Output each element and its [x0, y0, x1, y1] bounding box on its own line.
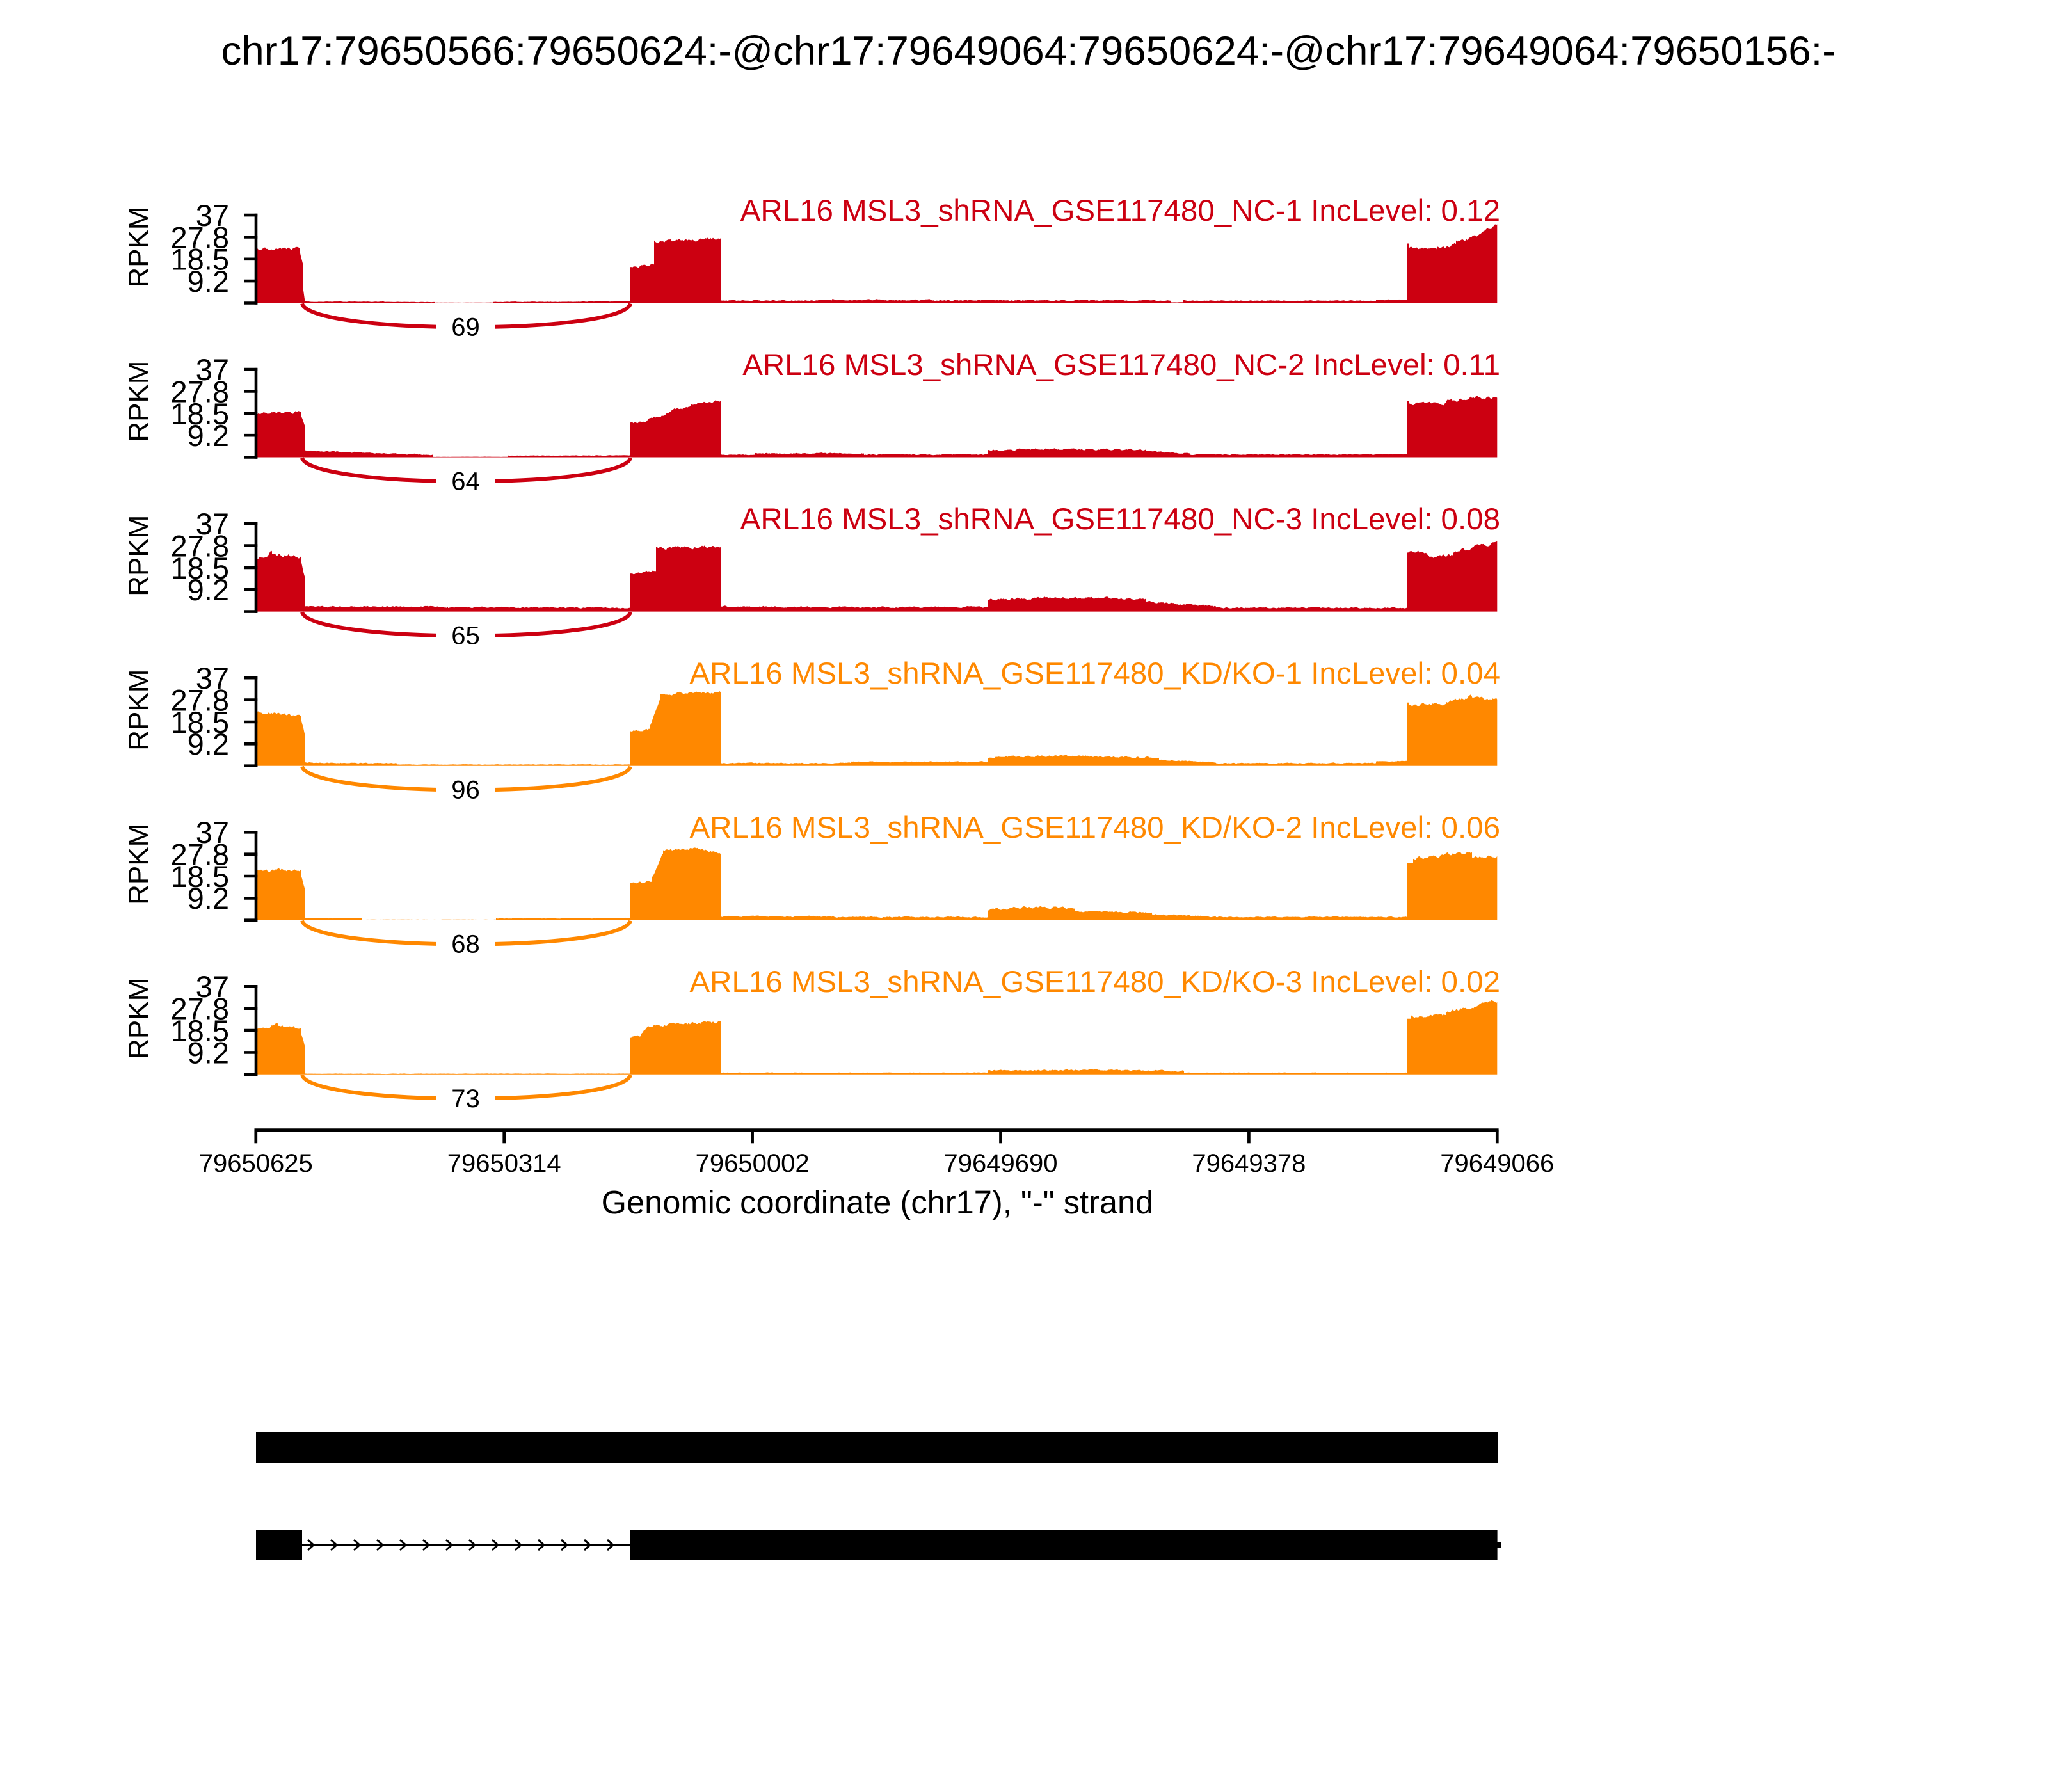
svg-text:18.5: 18.5 [171, 1014, 229, 1048]
svg-text:69: 69 [451, 314, 480, 342]
svg-text:ARL16 MSL3_shRNA_GSE117480_KD/: ARL16 MSL3_shRNA_GSE117480_KD/KO-1 IncLe… [689, 657, 1500, 691]
svg-text:Genomic coordinate (chr17), "-: Genomic coordinate (chr17), "-" strand [602, 1184, 1154, 1220]
svg-text:65: 65 [451, 622, 480, 650]
svg-text:73: 73 [451, 1085, 480, 1113]
svg-text:27.8: 27.8 [171, 374, 229, 408]
svg-text:chr17:79650566:79650624:-@chr1: chr17:79650566:79650624:-@chr17:79649064… [221, 29, 1836, 74]
svg-text:37: 37 [196, 661, 229, 695]
svg-text:79650314: 79650314 [447, 1149, 561, 1178]
svg-text:27.8: 27.8 [171, 529, 229, 563]
svg-text:RPKM: RPKM [123, 515, 154, 596]
svg-text:RPKM: RPKM [123, 207, 154, 288]
svg-text:79649066: 79649066 [1440, 1149, 1554, 1178]
svg-text:9.2: 9.2 [188, 727, 229, 761]
svg-text:37: 37 [196, 815, 229, 849]
svg-text:37: 37 [196, 507, 229, 541]
svg-text:18.5: 18.5 [171, 397, 229, 431]
svg-text:9.2: 9.2 [188, 1036, 229, 1069]
svg-text:18.5: 18.5 [171, 705, 229, 739]
svg-text:9.2: 9.2 [188, 264, 229, 298]
svg-text:96: 96 [451, 776, 480, 804]
svg-text:27.8: 27.8 [171, 220, 229, 254]
svg-text:RPKM: RPKM [123, 669, 154, 751]
svg-text:79650625: 79650625 [199, 1149, 313, 1178]
svg-text:9.2: 9.2 [188, 573, 229, 607]
svg-text:27.8: 27.8 [171, 684, 229, 717]
svg-text:ARL16 MSL3_shRNA_GSE117480_KD/: ARL16 MSL3_shRNA_GSE117480_KD/KO-2 IncLe… [689, 811, 1500, 845]
svg-text:27.8: 27.8 [171, 838, 229, 872]
svg-text:RPKM: RPKM [123, 978, 154, 1059]
svg-text:ARL16 MSL3_shRNA_GSE117480_NC-: ARL16 MSL3_shRNA_GSE117480_NC-2 IncLevel… [742, 348, 1500, 382]
svg-text:79649690: 79649690 [944, 1149, 1058, 1178]
svg-text:79649378: 79649378 [1192, 1149, 1306, 1178]
svg-text:64: 64 [451, 468, 480, 496]
svg-text:ARL16 MSL3_shRNA_GSE117480_KD/: ARL16 MSL3_shRNA_GSE117480_KD/KO-3 IncLe… [689, 965, 1500, 999]
svg-text:18.5: 18.5 [171, 243, 229, 276]
svg-text:18.5: 18.5 [171, 860, 229, 893]
svg-text:RPKM: RPKM [123, 361, 154, 442]
svg-text:79650002: 79650002 [696, 1149, 810, 1178]
svg-text:37: 37 [196, 198, 229, 232]
svg-text:37: 37 [196, 970, 229, 1004]
svg-text:RPKM: RPKM [123, 824, 154, 905]
svg-text:37: 37 [196, 353, 229, 387]
svg-text:ARL16 MSL3_shRNA_GSE117480_NC-: ARL16 MSL3_shRNA_GSE117480_NC-1 IncLevel… [740, 194, 1500, 228]
svg-text:9.2: 9.2 [188, 419, 229, 452]
svg-text:ARL16 MSL3_shRNA_GSE117480_NC-: ARL16 MSL3_shRNA_GSE117480_NC-3 IncLevel… [740, 502, 1500, 536]
svg-text:9.2: 9.2 [188, 881, 229, 915]
svg-text:27.8: 27.8 [171, 992, 229, 1026]
svg-text:68: 68 [451, 931, 480, 959]
svg-text:18.5: 18.5 [171, 551, 229, 585]
